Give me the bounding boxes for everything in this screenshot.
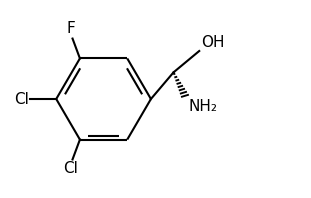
Text: NH₂: NH₂ (189, 99, 218, 114)
Text: OH: OH (201, 35, 224, 50)
Text: Cl: Cl (63, 161, 78, 176)
Text: Cl: Cl (14, 91, 29, 107)
Text: F: F (67, 21, 75, 36)
